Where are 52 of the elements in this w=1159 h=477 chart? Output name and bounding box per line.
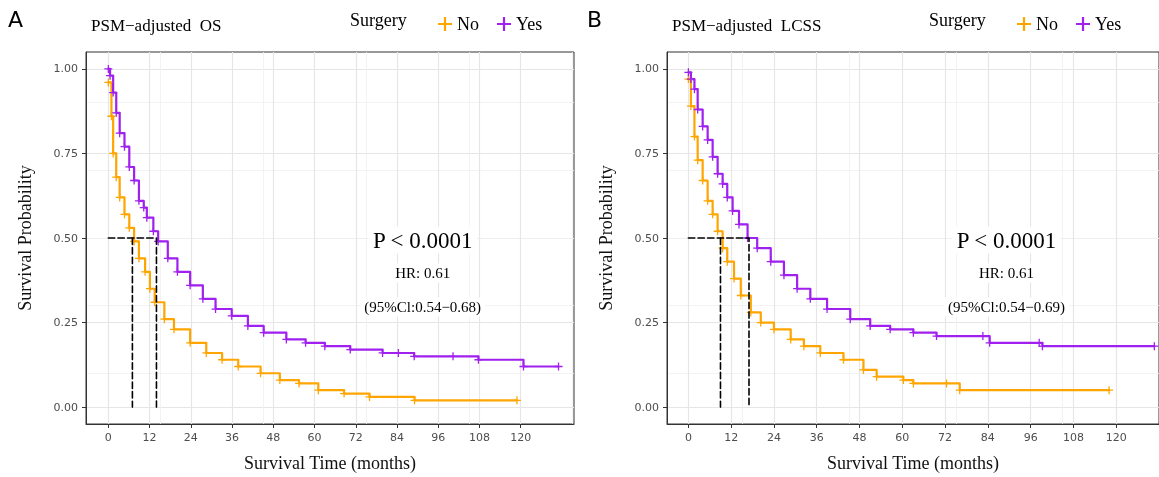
annotation: (95%Cl:0.54−0.68) <box>364 299 482 316</box>
x-tick-label: 36 <box>809 431 824 444</box>
x-tick-label: 120 <box>1105 431 1127 444</box>
y-tick-label: 1.00 <box>53 62 78 76</box>
annotation: (95%Cl:0.54−0.69) <box>948 299 1065 316</box>
x-tick-label: 84 <box>390 431 405 444</box>
legend-title: Surgery <box>350 10 407 30</box>
x-tick-label: 60 <box>895 431 910 444</box>
y-axis-title: Survival Probability <box>596 165 616 311</box>
x-tick-label: 96 <box>1023 431 1038 444</box>
y-tick-label: 0.50 <box>53 231 78 245</box>
x-tick-label: 48 <box>266 431 281 444</box>
legend-label: No <box>1036 14 1058 34</box>
y-tick-label: 1.00 <box>634 62 659 76</box>
y-tick-label: 0.25 <box>53 316 78 330</box>
y-tick-label: 0.75 <box>634 146 659 160</box>
x-tick-label: 96 <box>431 431 446 444</box>
x-axis-title: Survival Time (months) <box>243 453 417 474</box>
y-tick-label: 0.00 <box>53 400 78 414</box>
y-axis-title: Survival Probability <box>15 165 35 311</box>
chart-title: PSM−adjusted LCSS <box>672 16 822 35</box>
x-tick-label: 24 <box>183 431 198 444</box>
x-tick-label: 36 <box>225 431 240 444</box>
chart-title: PSM−adjusted OS <box>91 16 222 35</box>
legend-title: Surgery <box>929 10 986 30</box>
x-axis-title: Survival Time (months) <box>826 453 1000 474</box>
legend-label: Yes <box>516 14 543 34</box>
legend-label: No <box>457 14 479 34</box>
legend-label: Yes <box>1095 14 1122 34</box>
annotation: HR: 0.61 <box>395 265 451 281</box>
text: A <box>8 6 24 32</box>
x-tick-label: 12 <box>724 431 739 444</box>
text: B <box>587 6 603 32</box>
x-tick-label: 0 <box>104 431 112 444</box>
x-tick-label: 60 <box>307 431 322 444</box>
annotation: P < 0.0001 <box>956 227 1057 253</box>
annotation: P < 0.0001 <box>372 227 473 253</box>
x-tick-label: 120 <box>510 431 532 444</box>
y-tick-label: 0.00 <box>634 400 659 414</box>
annotation: HR: 0.61 <box>978 265 1034 281</box>
x-tick-label: 72 <box>348 431 363 444</box>
x-tick-label: 12 <box>142 431 157 444</box>
x-tick-label: 108 <box>1062 431 1084 444</box>
x-tick-label: 84 <box>980 431 995 444</box>
x-tick-label: 72 <box>938 431 953 444</box>
x-tick-label: 108 <box>468 431 490 444</box>
y-tick-label: 0.50 <box>634 231 659 245</box>
x-tick-label: 48 <box>852 431 867 444</box>
y-tick-label: 0.75 <box>53 146 78 160</box>
y-tick-label: 0.25 <box>634 316 659 330</box>
x-tick-label: 0 <box>684 431 692 444</box>
x-tick-label: 24 <box>766 431 781 444</box>
